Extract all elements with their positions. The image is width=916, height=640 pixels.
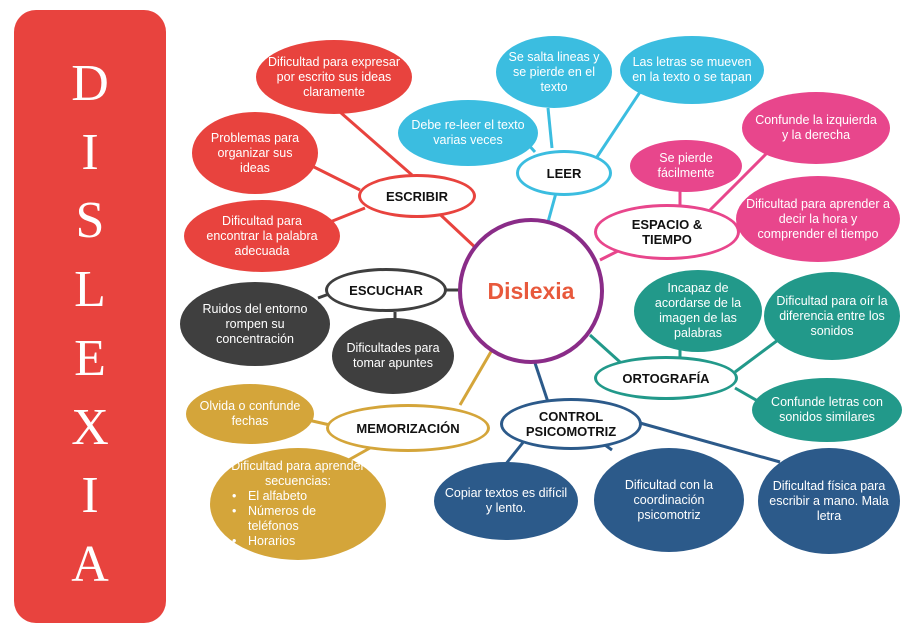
banner-letter: X [71,398,109,456]
category-ortografia: ORTOGRAFÍA [594,356,738,400]
connector-leer-3 [593,91,642,161]
center-node: Dislexia [458,218,604,364]
espacio-bubble-1: Confunde la izquierda y la derecha [742,92,890,164]
connector-control-1 [503,439,527,466]
memorizacion-text-2-title: Dificultad para aprender secuencias: [231,459,365,488]
connector-escribir-3 [329,206,366,224]
leer-text-2: Se salta lineas y se pierde en el texto [508,49,600,94]
category-escuchar-label: ESCUCHAR [349,282,423,298]
list-item: El alfabeto [228,489,368,504]
leer-bubble-2: Se salta lineas y se pierde en el texto [496,36,612,108]
escuchar-bubble-2: Dificultades para tomar apuntes [332,318,454,394]
ortografia-bubble-2: Dificultad para oír la diferencia entre … [764,272,900,360]
escribir-text-2: Problemas para organizar sus ideas [210,130,300,175]
leer-text-3: Las letras se mueven en la texto o se ta… [632,55,752,84]
connector-control-3 [639,421,781,464]
memorizacion-sequence-list: El alfabeto Números de teléfonos Horario… [228,489,368,549]
category-control-label: CONTROL PSICOMOTRIZ [525,409,617,439]
category-ortografia-label: ORTOGRAFÍA [622,370,710,386]
leer-bubble-1: Debe re-leer el texto varias veces [398,100,538,166]
escuchar-bubble-1: Ruidos del entorno rompen su concentraci… [180,282,330,366]
category-control: CONTROL PSICOMOTRIZ [500,398,642,450]
banner-letter: A [71,535,109,593]
espacio-bubble-3: Dificultad para aprender a decir la hora… [736,176,900,262]
escuchar-text-2: Dificultades para tomar apuntes [346,341,440,370]
escribir-text-1: Dificultad para expresar por escrito sus… [267,54,400,99]
connector-center-ortografia [588,333,622,364]
escribir-bubble-3: Dificultad para encontrar la palabra ade… [184,200,340,272]
espacio-text-2: Se pierde fácilmente [657,151,715,180]
ortografia-bubble-3: Confunde letras con sonidos similares [752,378,902,442]
list-item: Números de teléfonos [228,504,368,534]
connector-ortografia-2 [734,338,779,374]
connector-espacio-1 [708,143,777,212]
leer-text-1: Debe re-leer el texto varias veces [411,118,525,147]
control-text-1: Copiar textos es difícil y lento. [444,486,568,515]
escribir-text-3: Dificultad para encontrar la palabra ade… [206,213,318,258]
banner-letter: S [75,192,105,250]
connector-center-leer [546,192,558,223]
banner-letter: I [81,467,99,525]
ortografia-text-3: Confunde letras con sonidos similares [771,395,883,424]
category-escribir: ESCRIBIR [358,174,476,218]
control-bubble-3: Dificultad física para escribir a mano. … [758,448,900,554]
escuchar-text-1: Ruidos del entorno rompen su concentraci… [202,301,308,346]
connector-leer-2 [546,107,554,149]
category-escribir-label: ESCRIBIR [385,188,449,204]
banner-letter: I [81,123,99,181]
category-leer-label: LEER [546,165,582,181]
leer-bubble-3: Las letras se mueven en la texto o se ta… [620,36,764,104]
control-bubble-2: Dificultad con la coordinación psicomotr… [594,448,744,552]
control-bubble-1: Copiar textos es difícil y lento. [434,462,578,540]
connector-center-memorizacion [458,349,494,406]
category-memorizacion-label: MEMORIZACIÓN [356,420,460,436]
escribir-bubble-1: Dificultad para expresar por escrito sus… [256,40,412,114]
memorizacion-text-1: Olvida o confunde fechas [199,399,301,428]
espacio-text-3: Dificultad para aprender a decir la hora… [746,196,890,241]
control-text-3: Dificultad física para escribir a mano. … [769,478,889,523]
memorizacion-bubble-2: Dificultad para aprender secuencias: El … [210,448,386,560]
ortografia-text-1: Incapaz de acordarse de la imagen de las… [654,281,742,340]
connector-center-control [533,362,550,403]
banner-letter: L [74,261,106,319]
category-leer: LEER [516,150,612,196]
category-memorizacion: MEMORIZACIÓN [326,404,490,452]
control-text-2: Dificultad con la coordinación psicomotr… [624,477,714,522]
center-label: Dislexia [487,277,575,304]
ortografia-text-2: Dificultad para oír la diferencia entre … [776,293,888,338]
connector-escribir-2 [309,163,361,192]
category-espacio-label: ESPACIO & TIEMPO [631,217,703,247]
banner-letter: E [74,329,106,387]
memorizacion-bubble-1: Olvida o confunde fechas [186,384,314,444]
connector-escribir-1 [339,110,413,177]
category-escuchar: ESCUCHAR [325,268,447,312]
list-item: Horarios [228,534,368,549]
banner-letter: D [71,55,109,112]
espacio-bubble-2: Se pierde fácilmente [630,140,742,192]
ortografia-bubble-1: Incapaz de acordarse de la imagen de las… [634,270,762,352]
category-espacio: ESPACIO & TIEMPO [594,204,740,260]
escribir-bubble-2: Problemas para organizar sus ideas [192,112,318,194]
espacio-text-1: Confunde la izquierda y la derecha [755,113,877,142]
